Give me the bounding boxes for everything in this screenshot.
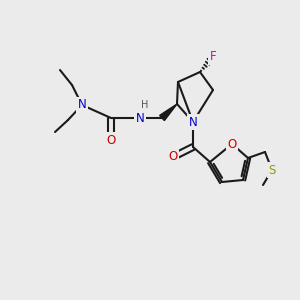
Text: N: N bbox=[136, 112, 144, 124]
Text: O: O bbox=[168, 151, 178, 164]
Polygon shape bbox=[160, 104, 177, 121]
Text: F: F bbox=[210, 50, 216, 64]
Text: N: N bbox=[189, 116, 197, 128]
Text: N: N bbox=[78, 98, 86, 112]
Text: H: H bbox=[141, 100, 148, 110]
Text: S: S bbox=[268, 164, 276, 176]
Text: O: O bbox=[106, 134, 116, 146]
Text: O: O bbox=[227, 137, 237, 151]
